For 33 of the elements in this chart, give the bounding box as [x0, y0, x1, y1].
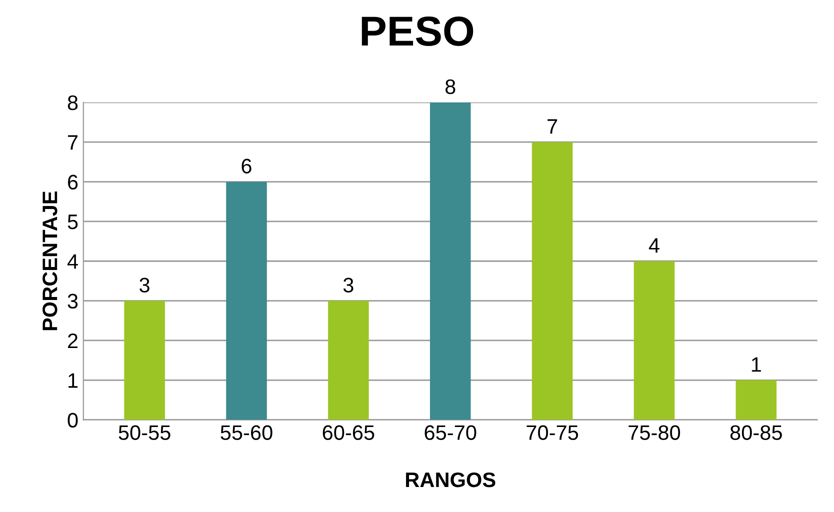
x-tick-label: 75-80 — [628, 425, 680, 440]
data-label: 7 — [548, 119, 558, 134]
x-tick-label: 65-70 — [424, 425, 476, 440]
x-tick-label: 50-55 — [118, 425, 170, 440]
y-axis-title: PORCENTAJE — [42, 192, 58, 330]
y-tick-label: 8 — [68, 95, 78, 110]
x-tick-label: 60-65 — [322, 425, 374, 440]
y-tick-label: 0 — [68, 412, 78, 428]
bar — [634, 261, 675, 420]
bar — [430, 102, 471, 420]
bar — [226, 182, 267, 420]
y-tick-label: 7 — [68, 135, 78, 150]
x-tick-label: 55-60 — [220, 425, 272, 440]
bar — [532, 142, 573, 420]
y-tick-label: 5 — [68, 214, 78, 230]
y-tick-label: 1 — [68, 373, 78, 388]
y-tick-label: 2 — [68, 333, 78, 348]
y-tick-label: 4 — [67, 254, 78, 269]
bar — [736, 380, 777, 420]
x-axis-title: RANGOS — [406, 472, 496, 488]
data-label: 1 — [752, 357, 761, 372]
data-label: 3 — [140, 278, 150, 293]
y-tick-label: 6 — [68, 174, 78, 190]
x-tick-label: 80-85 — [730, 425, 782, 440]
x-tick-label: 70-75 — [526, 425, 578, 440]
data-label: 8 — [445, 79, 456, 94]
data-label: 6 — [242, 158, 252, 174]
bar — [328, 300, 369, 420]
data-label: 3 — [343, 278, 354, 293]
chart-title: PESO — [362, 16, 474, 46]
bar — [124, 300, 165, 420]
y-tick-label: 3 — [68, 294, 78, 309]
data-label: 4 — [648, 238, 660, 253]
